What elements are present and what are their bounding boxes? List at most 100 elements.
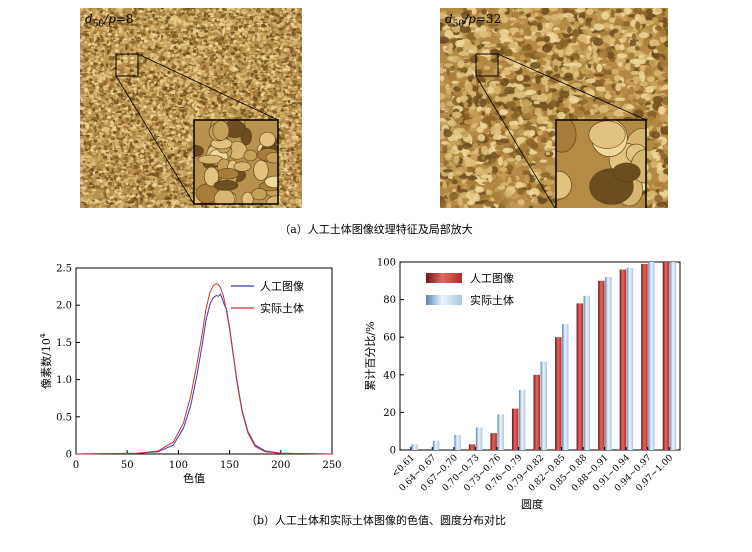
grain xyxy=(213,110,216,112)
grain xyxy=(159,188,165,191)
grain xyxy=(228,11,233,13)
grain xyxy=(280,76,283,80)
grain xyxy=(245,27,248,30)
grain xyxy=(222,45,224,49)
grain xyxy=(240,54,243,56)
grain xyxy=(285,86,289,89)
grain xyxy=(255,87,258,90)
grain xyxy=(220,98,225,100)
grain xyxy=(160,45,165,47)
grain xyxy=(92,175,95,178)
grain xyxy=(297,157,300,160)
grain xyxy=(134,170,137,173)
grain xyxy=(268,65,271,68)
grain xyxy=(250,72,254,77)
grain xyxy=(118,135,123,138)
grain xyxy=(178,60,181,63)
grain xyxy=(134,19,140,21)
grain xyxy=(185,80,188,85)
grain xyxy=(234,34,237,36)
grain xyxy=(88,54,91,57)
grain xyxy=(287,85,291,89)
grain xyxy=(165,107,169,110)
grain xyxy=(166,126,169,129)
grain xyxy=(99,192,103,197)
grain xyxy=(207,26,210,30)
grain xyxy=(144,27,150,31)
grain xyxy=(181,163,186,167)
grain xyxy=(118,137,122,140)
grain xyxy=(298,204,302,207)
grain xyxy=(178,80,181,84)
grain xyxy=(254,99,259,103)
grain xyxy=(253,98,255,103)
grain xyxy=(225,79,230,83)
grain xyxy=(280,195,284,198)
grain xyxy=(293,166,297,169)
grain xyxy=(169,28,174,31)
grain xyxy=(283,48,287,53)
grain xyxy=(108,145,111,147)
grain xyxy=(84,189,89,193)
texture-image-left: d50/p=8 xyxy=(80,8,302,208)
grain xyxy=(270,11,272,14)
grain xyxy=(124,59,129,63)
grain xyxy=(287,72,290,75)
grain xyxy=(200,25,204,27)
grain xyxy=(109,75,113,78)
grain xyxy=(149,16,154,21)
grain xyxy=(81,199,87,203)
grain xyxy=(127,168,132,170)
grain xyxy=(198,70,202,74)
grain xyxy=(141,149,145,154)
grain xyxy=(175,25,181,29)
grain xyxy=(180,106,185,109)
texture-left-canvas xyxy=(80,8,302,208)
grain xyxy=(101,153,105,156)
grain xyxy=(95,99,98,102)
grain xyxy=(145,131,150,134)
grain xyxy=(211,92,217,95)
grain xyxy=(220,108,224,111)
grain xyxy=(128,51,134,53)
grain xyxy=(288,153,292,157)
grain xyxy=(131,40,136,45)
grain xyxy=(297,189,300,191)
grain xyxy=(289,119,292,123)
grain xyxy=(172,190,176,194)
grain xyxy=(139,163,143,165)
grain xyxy=(245,10,248,14)
grain xyxy=(190,145,194,148)
grain xyxy=(127,170,131,175)
grain xyxy=(84,38,87,41)
grain xyxy=(249,52,253,55)
grain xyxy=(98,100,103,103)
grain xyxy=(157,141,161,144)
grain xyxy=(290,147,295,152)
grain xyxy=(221,14,224,16)
grain xyxy=(247,41,250,45)
grain xyxy=(148,62,151,65)
grain xyxy=(293,203,298,206)
grain xyxy=(170,72,174,77)
grain xyxy=(216,18,220,22)
grain xyxy=(80,54,81,57)
grain xyxy=(126,162,130,167)
grain xyxy=(106,113,110,116)
grain xyxy=(161,113,167,117)
grain xyxy=(160,143,164,147)
grain xyxy=(109,69,112,71)
grain xyxy=(132,167,135,170)
grain xyxy=(190,107,194,110)
grain xyxy=(97,30,99,34)
grain xyxy=(292,32,297,37)
grain xyxy=(293,20,297,23)
grain xyxy=(196,35,200,39)
grain xyxy=(149,128,154,131)
grain xyxy=(148,164,153,167)
grain xyxy=(107,181,112,186)
grain xyxy=(270,35,275,38)
grain xyxy=(117,110,123,113)
grain xyxy=(141,44,146,49)
grain xyxy=(261,116,265,120)
